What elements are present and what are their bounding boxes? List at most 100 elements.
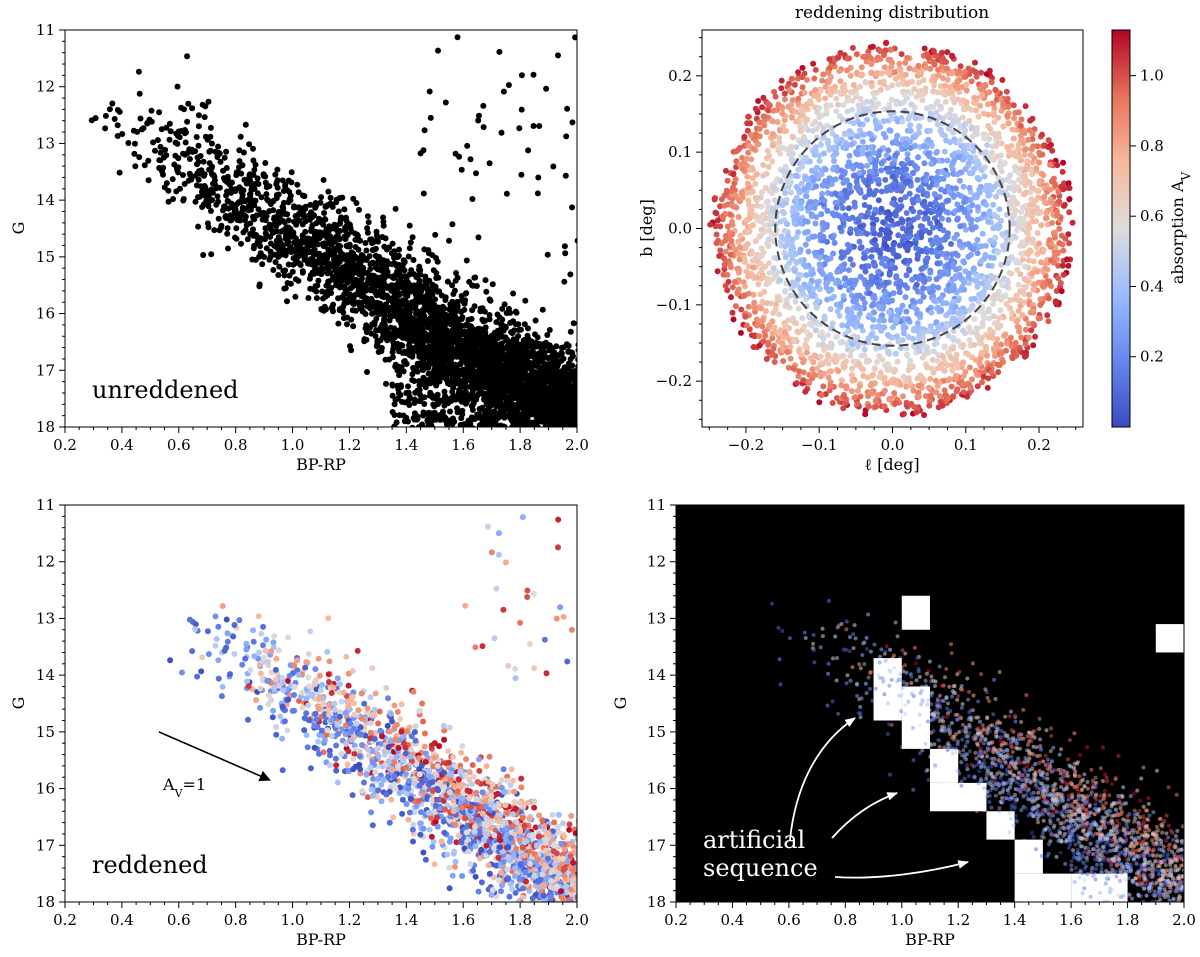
star-point <box>608 380 614 386</box>
star-point <box>207 133 214 140</box>
star-point <box>788 75 795 82</box>
star-point <box>224 230 231 237</box>
star-point <box>518 106 525 113</box>
star-point <box>517 370 524 377</box>
star-point <box>603 452 609 458</box>
star-point <box>537 431 543 437</box>
star-point <box>594 407 600 413</box>
star-point <box>566 365 573 372</box>
star-point <box>157 149 164 156</box>
star-point <box>787 292 794 299</box>
star-point <box>405 310 412 316</box>
star-point <box>425 377 431 384</box>
star-point <box>114 107 121 113</box>
star-point <box>205 98 212 105</box>
star-point <box>571 468 577 474</box>
star-point <box>388 287 395 294</box>
star-point <box>532 434 538 440</box>
star-point <box>580 413 586 419</box>
star-point <box>236 170 243 176</box>
star-point <box>626 439 632 445</box>
star-point <box>921 412 928 418</box>
star-point <box>239 189 246 195</box>
star-point <box>570 420 577 427</box>
star-point <box>367 261 374 268</box>
star-point <box>308 261 315 268</box>
star-point <box>481 308 488 315</box>
star-point <box>586 385 592 391</box>
star-point <box>344 314 351 321</box>
star-point <box>579 395 585 401</box>
star-point <box>201 183 208 189</box>
star-point <box>561 278 568 285</box>
x-tick-label: 1.6 <box>451 436 475 454</box>
star-point <box>200 201 207 208</box>
star-point <box>368 272 375 279</box>
star-point <box>498 401 505 408</box>
star-point <box>429 392 435 399</box>
star-point <box>597 408 603 414</box>
star-point <box>513 354 520 360</box>
star-point <box>206 160 213 167</box>
star-point <box>435 274 442 281</box>
star-point <box>461 356 468 363</box>
star-point <box>552 429 558 435</box>
star-point <box>318 229 325 236</box>
star-point <box>150 139 157 146</box>
star-point <box>571 427 577 433</box>
star-point <box>154 137 161 144</box>
star-point <box>563 133 570 140</box>
star-point <box>559 432 565 438</box>
star-point <box>507 374 514 380</box>
star-point <box>606 414 612 420</box>
star-point <box>317 219 324 225</box>
star-point <box>372 246 379 253</box>
star-point <box>584 356 590 362</box>
star-point <box>411 410 418 417</box>
star-point <box>315 277 322 284</box>
star-point <box>404 300 411 307</box>
star-point <box>499 305 506 312</box>
star-point <box>581 421 587 427</box>
star-point <box>778 77 785 84</box>
star-point <box>541 436 547 442</box>
star-point <box>454 350 461 357</box>
star-point <box>591 405 597 411</box>
star-point <box>430 401 437 408</box>
star-point <box>486 316 493 323</box>
star-point <box>596 415 602 421</box>
star-point <box>589 460 595 466</box>
star-point <box>462 322 469 329</box>
star-point <box>428 347 435 354</box>
star-point <box>125 140 132 146</box>
star-point <box>501 375 508 381</box>
star-point <box>557 392 564 398</box>
star-point <box>611 431 617 437</box>
star-point <box>296 217 303 224</box>
star-point <box>1053 288 1060 294</box>
star-point <box>592 382 598 388</box>
star-point <box>341 283 348 290</box>
star-point <box>250 157 257 164</box>
star-point <box>584 354 590 360</box>
star-point <box>307 272 314 279</box>
star-point <box>373 343 380 350</box>
star-point <box>465 337 472 344</box>
star-point <box>131 150 138 157</box>
star-point <box>903 210 910 216</box>
star-point <box>292 276 299 283</box>
star-point <box>610 430 616 436</box>
star-point <box>436 361 443 368</box>
star-point <box>585 349 591 355</box>
star-point <box>556 477 562 483</box>
star-point <box>134 128 141 135</box>
star-point <box>569 204 576 211</box>
star-point <box>349 261 355 268</box>
star-point <box>202 192 209 199</box>
star-point <box>596 430 602 436</box>
star-point <box>497 326 504 333</box>
x-tick-label: 1.0 <box>281 436 305 454</box>
star-point <box>430 282 436 289</box>
star-point <box>629 437 635 443</box>
star-point <box>382 270 389 277</box>
